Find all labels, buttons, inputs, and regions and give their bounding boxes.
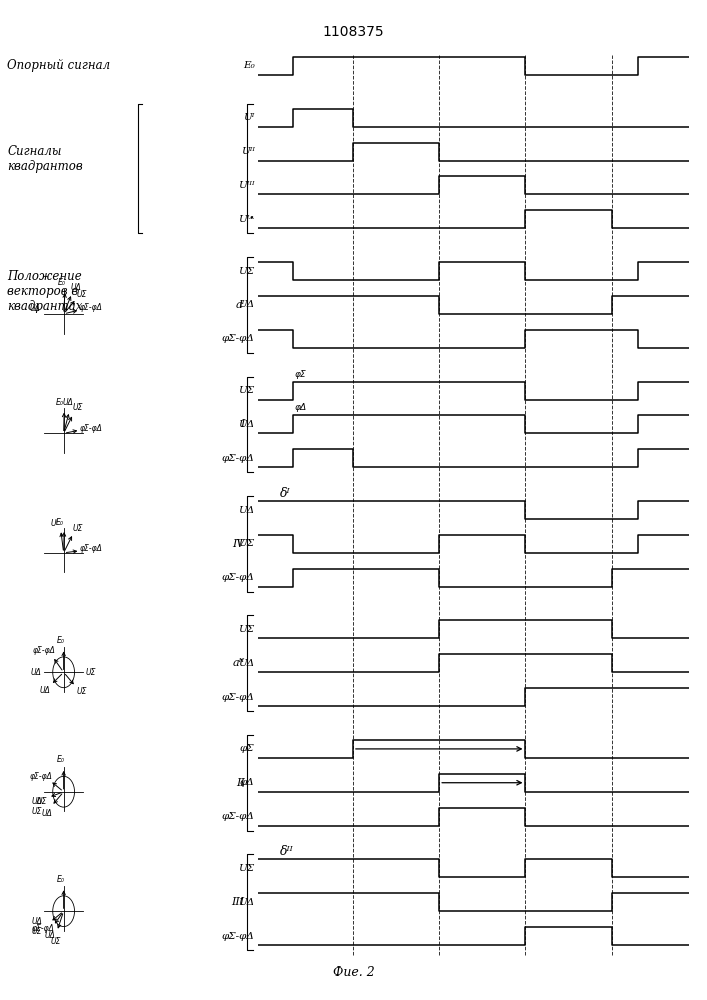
Text: δᴵᴵ: δᴵᴵ — [279, 845, 293, 858]
Text: UΔ: UΔ — [238, 506, 255, 515]
Text: φΣ-φΔ: φΣ-φΔ — [29, 772, 52, 781]
Text: UΔ: UΔ — [238, 659, 255, 668]
Text: E₀: E₀ — [56, 398, 64, 407]
Text: δᴵ: δᴵ — [279, 487, 291, 500]
Text: E₀: E₀ — [57, 875, 65, 884]
Text: UΔ: UΔ — [238, 898, 255, 907]
Text: UΣ: UΣ — [72, 403, 83, 412]
Text: UΣ: UΣ — [238, 625, 255, 634]
Text: φΣ-φΔ: φΣ-φΔ — [222, 812, 255, 821]
Text: Положение
векторов в
квадрантах: Положение векторов в квадрантах — [7, 270, 83, 313]
Text: E₀: E₀ — [57, 636, 65, 645]
Text: UΣ: UΣ — [238, 539, 255, 548]
Text: UΔ: UΔ — [238, 300, 255, 309]
Text: UΔ: UΔ — [31, 668, 42, 677]
Text: φΣ-φΔ: φΣ-φΔ — [222, 454, 255, 463]
Text: UΔ: UΔ — [30, 304, 40, 313]
Text: E₀: E₀ — [55, 518, 63, 527]
Text: UΣ: UΣ — [32, 807, 42, 816]
Text: UΣ: UΣ — [238, 267, 255, 276]
Text: UΣ: UΣ — [50, 937, 61, 946]
Text: φΣ-φΔ: φΣ-φΔ — [31, 924, 54, 933]
Text: φΣ-φΔ: φΣ-φΔ — [79, 424, 103, 433]
Text: UΣ: UΣ — [72, 524, 83, 533]
Text: Uᴵ: Uᴵ — [243, 113, 255, 122]
Text: aᴵ: aᴵ — [235, 300, 245, 310]
Text: φΣ-φΔ: φΣ-φΔ — [80, 544, 103, 553]
Text: UΣ: UΣ — [86, 668, 96, 677]
Text: Uᴵᵜ: Uᴵᵜ — [238, 215, 255, 224]
Text: UΣ: UΣ — [76, 687, 87, 696]
Text: E₀: E₀ — [57, 755, 65, 764]
Text: E₀: E₀ — [58, 278, 66, 287]
Text: aᴵᴵ: aᴵᴵ — [233, 658, 245, 668]
Text: 1108375: 1108375 — [322, 25, 385, 39]
Text: φΣ: φΣ — [295, 370, 306, 379]
Text: UΣ: UΣ — [37, 797, 47, 806]
Text: E₀: E₀ — [243, 62, 255, 70]
Text: UΣ: UΣ — [76, 290, 87, 299]
Text: UΔ: UΔ — [71, 283, 82, 292]
Text: III: III — [231, 897, 245, 907]
Text: Uᴵ: Uᴵ — [50, 519, 57, 528]
Text: IV: IV — [232, 539, 245, 549]
Text: φΣ-φΔ: φΣ-φΔ — [222, 693, 255, 702]
Text: UΔ: UΔ — [42, 809, 53, 818]
Text: Uᴵᴵ: Uᴵᴵ — [240, 147, 255, 156]
Text: φΔ: φΔ — [295, 403, 307, 412]
Text: II: II — [236, 778, 245, 788]
Text: UΔ: UΔ — [40, 686, 50, 695]
Text: UΔ: UΔ — [32, 797, 42, 806]
Text: Uᴵᴵᴵ: Uᴵᴵᴵ — [238, 181, 255, 190]
Text: Сигналы
квадрантов: Сигналы квадрантов — [7, 145, 83, 173]
Text: φΣ-φΔ: φΣ-φΔ — [222, 932, 255, 941]
Text: φΣ: φΣ — [240, 744, 255, 753]
Text: UΣ: UΣ — [32, 927, 42, 936]
Text: UΣ: UΣ — [238, 386, 255, 395]
Text: φΣ-φΔ: φΣ-φΔ — [79, 303, 103, 312]
Text: UΔ: UΔ — [32, 917, 42, 926]
Text: Фие. 2: Фие. 2 — [332, 966, 375, 978]
Text: φΣ-φΔ: φΣ-φΔ — [222, 573, 255, 582]
Text: φΣ-φΔ: φΣ-φΔ — [222, 334, 255, 343]
Text: UΔ: UΔ — [238, 420, 255, 429]
Text: φΔ: φΔ — [240, 778, 255, 787]
Text: Опорный сигнал: Опорный сигнал — [7, 60, 110, 73]
Text: I: I — [240, 419, 245, 429]
Text: UΔ: UΔ — [62, 398, 74, 407]
Text: φΣ-φΔ: φΣ-φΔ — [33, 646, 55, 655]
Text: UΣ: UΣ — [238, 864, 255, 873]
Text: UΔ: UΔ — [45, 931, 56, 940]
